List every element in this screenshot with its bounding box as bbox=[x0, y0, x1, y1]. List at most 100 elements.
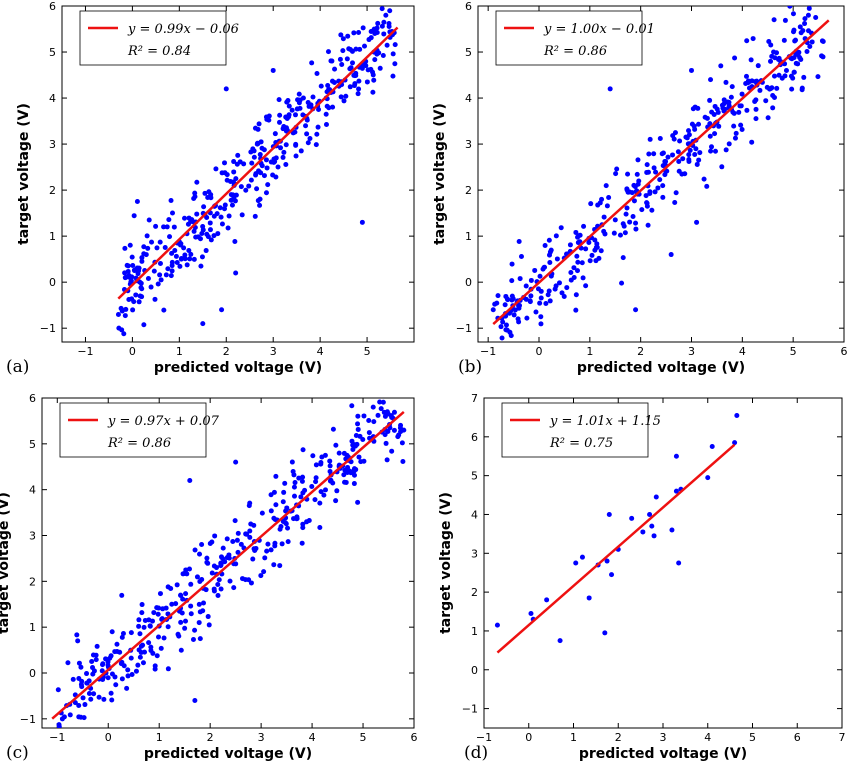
panel-b-point bbox=[744, 38, 750, 44]
panel-a-point bbox=[115, 311, 121, 317]
panel-d-y-tick-label: 3 bbox=[471, 547, 478, 560]
panel-a-point bbox=[201, 204, 207, 210]
panel-b-point bbox=[595, 202, 601, 208]
panel-b-x-tick-label: 0 bbox=[536, 345, 543, 358]
panel-b-point bbox=[715, 109, 721, 115]
panel-c-point bbox=[344, 469, 350, 475]
panel-a-point bbox=[202, 190, 208, 196]
panel-b-point bbox=[509, 278, 515, 284]
panel-c-point bbox=[74, 632, 80, 638]
panel-a-point bbox=[121, 331, 127, 337]
panel-a-x-tick-label: 0 bbox=[129, 345, 136, 358]
panel-b-point bbox=[726, 141, 732, 147]
panel-d-point bbox=[676, 560, 682, 566]
panel-c-point bbox=[161, 635, 167, 641]
panel-a-point bbox=[257, 202, 263, 208]
panel-a-point bbox=[235, 152, 241, 158]
panel-c-point bbox=[182, 625, 188, 631]
panel-b-point bbox=[660, 194, 666, 200]
panel-c-point bbox=[183, 618, 189, 624]
panel-c-x-tick-label: −1 bbox=[49, 731, 65, 744]
panel-b-point bbox=[624, 205, 630, 211]
panel-c-point bbox=[109, 697, 115, 703]
panel-c-point bbox=[383, 440, 389, 446]
panel-a-x-tick-label: 3 bbox=[270, 345, 277, 358]
panel-a-point bbox=[263, 190, 269, 196]
panel-c-point bbox=[341, 450, 347, 456]
panel-a-y-tick-label: −1 bbox=[40, 322, 56, 335]
panel-c-point bbox=[142, 617, 148, 623]
panel-b-point bbox=[573, 292, 579, 298]
panel-c-point bbox=[321, 492, 327, 498]
panel-a-point bbox=[284, 127, 290, 133]
panel-b-point bbox=[693, 146, 699, 152]
panel-b-point bbox=[668, 252, 674, 258]
panel-c-point bbox=[226, 552, 232, 558]
panel-d-point bbox=[579, 554, 585, 560]
panel-b-point bbox=[774, 85, 780, 91]
panel-b-point bbox=[692, 126, 698, 132]
panel-c-point bbox=[313, 475, 319, 481]
panel-a-point bbox=[304, 131, 310, 137]
panel-b-point bbox=[770, 105, 776, 111]
panel-a-y-tick-label: 2 bbox=[49, 184, 56, 197]
panel-b-point bbox=[655, 185, 661, 191]
panel-c-point bbox=[281, 489, 287, 495]
panel-c-fit-line bbox=[51, 410, 405, 720]
panel-c-point bbox=[174, 582, 180, 588]
panel-c-point bbox=[396, 432, 402, 438]
panel-b-point bbox=[664, 168, 670, 174]
panel-c-point bbox=[186, 566, 192, 572]
panel-c-point bbox=[125, 673, 131, 679]
panel-c-point bbox=[246, 577, 252, 583]
panel-c-point bbox=[382, 413, 388, 419]
panel-b-point bbox=[764, 84, 770, 90]
panel-b-point bbox=[583, 246, 589, 252]
panel-b-point bbox=[793, 60, 799, 66]
panel-b-point bbox=[704, 183, 710, 189]
panel-a-point bbox=[233, 270, 239, 276]
panel-c-point bbox=[154, 653, 160, 659]
panel-d: −1 0 1 2 3 4 5 6 7 −1 0 1 2 3 4 5 6 7 y = 1.01x + 1.15 R² =… bbox=[438, 392, 846, 763]
panel-c-point bbox=[75, 638, 81, 644]
panel-b-point bbox=[728, 94, 734, 100]
panel-b-point bbox=[579, 260, 585, 266]
panel-a-point bbox=[325, 82, 331, 88]
panel-b-point bbox=[586, 240, 592, 246]
panel-a-point bbox=[277, 119, 283, 125]
panel-b-point bbox=[568, 277, 574, 283]
panel-b-point bbox=[739, 91, 745, 97]
panel-c-point bbox=[112, 674, 118, 680]
panel-b-point bbox=[623, 211, 629, 217]
panel-c-point bbox=[212, 533, 218, 539]
panel-b-legend: y = 1.00x − 0.01 R² = 0.86 bbox=[495, 10, 655, 66]
panel-b-point bbox=[547, 298, 553, 304]
panel-c-point bbox=[206, 622, 212, 628]
panel-a-x-tick-label: 1 bbox=[176, 345, 183, 358]
panel-b-point bbox=[547, 259, 553, 265]
panel-a-legend: y = 0.99x − 0.06 R² = 0.84 bbox=[79, 10, 239, 66]
panel-a-point bbox=[231, 169, 237, 175]
panel-c-point bbox=[294, 516, 300, 522]
panel-b-point bbox=[689, 121, 695, 127]
panel-b-point bbox=[494, 362, 499, 367]
panel-d-x-tick-label: 1 bbox=[570, 731, 577, 744]
panel-b-point bbox=[712, 131, 718, 137]
panel-c-point bbox=[84, 671, 90, 677]
panel-a-point bbox=[286, 114, 292, 120]
panel-c-point bbox=[199, 577, 205, 583]
panel-c-point bbox=[117, 649, 123, 655]
panel-c-point bbox=[336, 450, 342, 456]
panel-b-point bbox=[807, 44, 813, 50]
panel-c-point bbox=[401, 375, 406, 380]
panel-a-point bbox=[278, 145, 284, 151]
panel-a-point bbox=[129, 274, 135, 280]
panel-d-point bbox=[732, 440, 738, 446]
panel-c-point bbox=[284, 505, 290, 511]
panel-c-point bbox=[79, 684, 85, 690]
panel-b-point bbox=[568, 270, 574, 276]
panel-d-legend-fit-label: y = 1.01x + 1.15 bbox=[549, 414, 661, 429]
panel-c-point bbox=[125, 667, 131, 673]
panel-b-point bbox=[781, 37, 787, 43]
panel-c-point bbox=[165, 584, 171, 590]
